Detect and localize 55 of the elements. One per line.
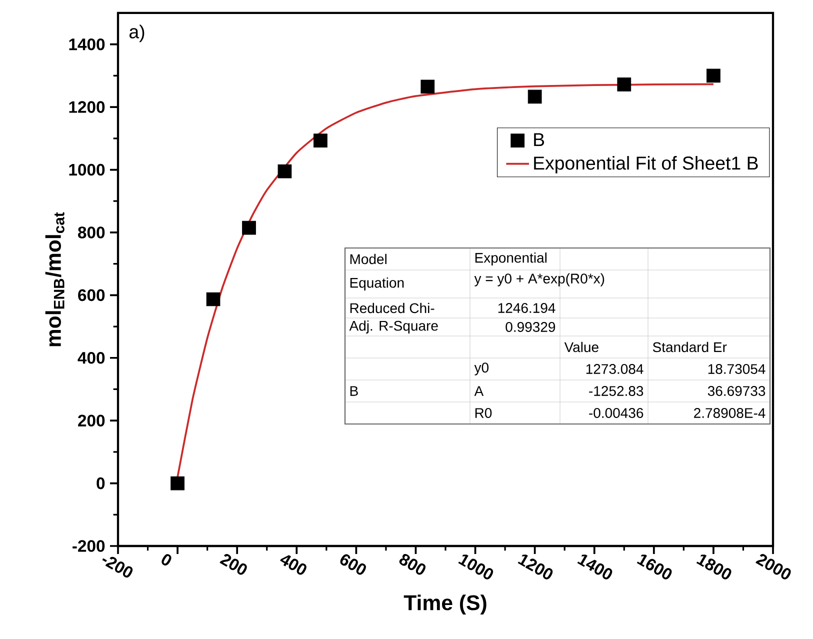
annotation: y = y0 + A*exp(R0*x) — [474, 273, 604, 286]
point — [170, 476, 184, 490]
x-tick-label: 2000 — [756, 554, 791, 580]
legend-label: Exponential Fit of Sheet1 B — [534, 156, 758, 174]
point — [528, 90, 542, 104]
annotation: Equation — [350, 277, 404, 291]
annotation: Exponential — [475, 252, 546, 266]
annotation: 18.73054 — [708, 364, 766, 374]
annotation: a) — [130, 24, 144, 42]
x-tick-label: 1400 — [577, 554, 612, 580]
y-tick-label: 1000 — [69, 164, 105, 176]
annotation: Model — [350, 254, 386, 264]
x-tick-label: 1600 — [636, 554, 672, 580]
y-tick-label: 600 — [78, 289, 105, 302]
point — [278, 164, 292, 178]
y-tick-label: 0 — [96, 477, 105, 490]
y-tick-label: 1200 — [69, 101, 105, 113]
x-tick-label: 0 — [162, 554, 172, 566]
x-tick-label: -200 — [102, 556, 133, 578]
x-tick-label: 1200 — [518, 554, 553, 580]
annotation: 1273.084 — [586, 364, 644, 374]
y-tick-label: 1400 — [69, 38, 105, 50]
y-axis-title: mol$_{ENB}$/mol$_{cat}$ — [45, 212, 64, 346]
y-tick-label: 200 — [78, 414, 105, 426]
annotation: A — [474, 386, 484, 396]
y-tick-label: -200 — [72, 540, 105, 552]
x-tick-label: 200 — [220, 554, 247, 575]
y-tick-label: 800 — [78, 226, 105, 238]
point — [242, 220, 256, 235]
x-axis-title: Time (S) — [404, 594, 486, 615]
y-tick-label: 400 — [78, 352, 105, 364]
x-tick-label: 600 — [340, 554, 366, 575]
annotation: Standard Er — [652, 342, 727, 352]
annotation: 2.78908E-4 — [694, 408, 766, 418]
point — [206, 292, 220, 306]
x-tick-label: 800 — [399, 554, 426, 575]
point — [706, 68, 720, 83]
point — [314, 134, 328, 148]
annotation: 1246.194 — [498, 303, 556, 313]
point — [617, 78, 632, 92]
annotation: R0 — [475, 408, 492, 418]
x-tick-label: 1000 — [458, 554, 494, 580]
annotation: B — [350, 386, 358, 396]
x-tick-label: 400 — [280, 555, 306, 575]
annotation: 0.99329 — [506, 322, 556, 332]
annotation: -0.00436 — [589, 408, 644, 418]
annotation: Adj. R-Square — [349, 320, 438, 334]
annotation: 36.69733 — [708, 386, 766, 396]
annotation: Value — [564, 342, 598, 352]
point — [420, 80, 435, 94]
annotation: Reduced Chi- — [350, 302, 434, 314]
legend-label: B — [534, 133, 544, 146]
x-tick-label: 1800 — [696, 554, 732, 580]
annotation: y0 — [474, 362, 489, 376]
annotation: -1252.83 — [589, 386, 644, 396]
